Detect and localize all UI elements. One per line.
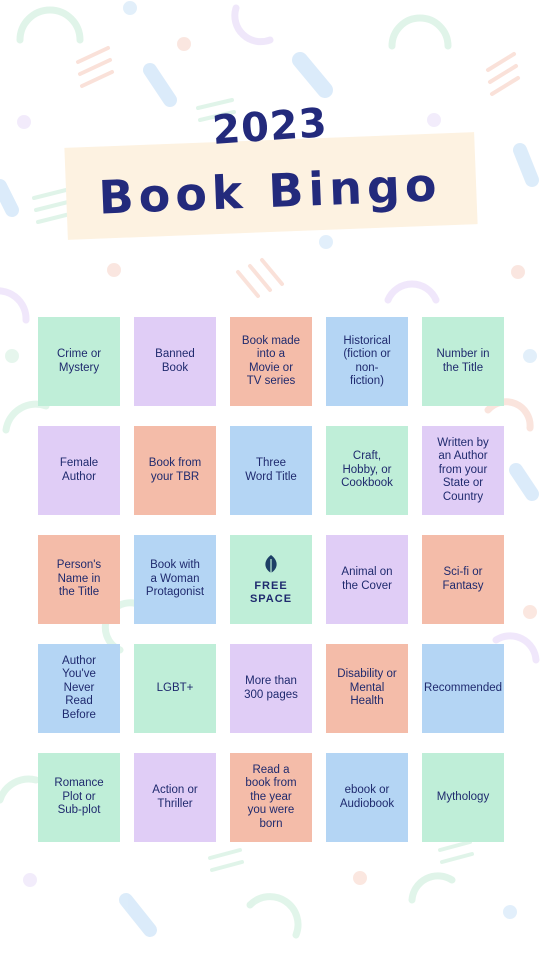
bingo-cell[interactable]: Female Author [38,426,120,515]
bingo-cell-free-space[interactable]: FREE SPACE [230,535,312,624]
bingo-cell-label: Banned Book [155,348,195,374]
bingo-cell[interactable]: Three Word Title [230,426,312,515]
bingo-cell-label: Action or Thriller [152,784,198,810]
bingo-cell-label: Book with a Woman Protagonist [145,559,205,599]
bingo-cell-label: More than 300 pages [244,675,298,701]
bingo-cell[interactable]: Banned Book [134,317,216,406]
bingo-cell-label: LGBT+ [156,681,194,694]
bingo-cell[interactable]: Disability or Mental Health [326,644,408,733]
bingo-cell[interactable]: Mythology [422,753,504,842]
bingo-cell-label: Disability or Mental Health [337,668,397,708]
bingo-cell[interactable]: Sci-fi or Fantasy [422,535,504,624]
bingo-cell[interactable]: Crime or Mystery [38,317,120,406]
bingo-cell[interactable]: ebook or Audiobook [326,753,408,842]
bingo-cell[interactable]: Read a book from the year you were born [230,753,312,842]
bingo-cell-label: Romance Plot or Sub-plot [54,777,104,817]
bingo-cell-label: Read a book from the year you were born [245,763,297,830]
bingo-cell[interactable]: Craft, Hobby, or Cookbook [326,426,408,515]
bingo-cell[interactable]: Recommended [422,644,504,733]
bingo-cell[interactable]: Book made into a Movie or TV series [230,317,312,406]
bingo-board: Crime or Mystery Banned Book Book made int… [38,317,506,849]
bingo-cell-label: Recommended [424,681,502,694]
bingo-cell[interactable]: Action or Thriller [134,753,216,842]
bingo-cell[interactable]: LGBT+ [134,644,216,733]
leaf-icon [265,554,277,575]
bingo-cell[interactable]: More than 300 pages [230,644,312,733]
bingo-cell-label: Number in the Title [436,348,490,374]
bingo-cell-label: Book made into a Movie or TV series [241,334,301,388]
bingo-cell-label: Animal on the Cover [341,566,393,592]
bingo-cell[interactable]: Person's Name in the Title [38,535,120,624]
bingo-cell[interactable]: Romance Plot or Sub-plot [38,753,120,842]
bingo-cell-label: Three Word Title [245,457,297,483]
bingo-cell-label: Mythology [436,790,490,803]
bingo-cell-label: Craft, Hobby, or Cookbook [341,450,393,490]
bingo-cell-label: Author You've Never Read Before [62,654,96,721]
bingo-cell-label: Person's Name in the Title [56,559,102,599]
bingo-cell[interactable]: Historical (fiction or non- fiction) [326,317,408,406]
bingo-cell[interactable]: Author You've Never Read Before [38,644,120,733]
bingo-cell[interactable]: Written by an Author from your State or … [422,426,504,515]
bingo-cell-label: Sci-fi or Fantasy [442,566,484,592]
bingo-cell-label: Crime or Mystery [56,348,102,374]
bingo-cell-label: FREE SPACE [249,579,293,605]
bingo-cell[interactable]: Animal on the Cover [326,535,408,624]
bingo-cell-label: ebook or Audiobook [339,784,395,810]
bingo-cell[interactable]: Book from your TBR [134,426,216,515]
bingo-cell[interactable]: Book with a Woman Protagonist [134,535,216,624]
bingo-cell[interactable]: Number in the Title [422,317,504,406]
bingo-cell-label: Written by an Author from your State or … [437,436,489,503]
bingo-cell-label: Historical (fiction or non- fiction) [343,334,391,388]
bingo-cell-label: Book from your TBR [148,457,202,483]
bingo-cell-label: Female Author [59,457,99,483]
